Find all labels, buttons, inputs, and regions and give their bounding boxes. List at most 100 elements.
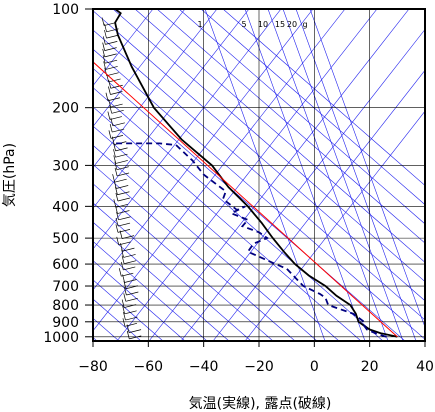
wind-barb-flag: [123, 280, 127, 289]
wind-barb: [108, 78, 121, 83]
wind-barb: [115, 153, 128, 158]
x-tick-label: 20: [361, 359, 379, 375]
wind-barb: [106, 72, 119, 77]
wind-barb: [125, 316, 138, 321]
wind-barb: [124, 279, 137, 283]
dry-adiabat-line: [112, 9, 425, 282]
dry-adiabat-line: [93, 260, 186, 341]
wind-barbs: [101, 17, 142, 340]
wind-barb: [125, 285, 138, 290]
y-tick-label: 100: [52, 2, 79, 18]
wind-barb: [117, 222, 131, 227]
wind-barb-flag: [102, 48, 106, 57]
mixing-ratio-labels: 1 5 10 15 20 g: [197, 20, 307, 29]
wind-barb: [112, 128, 125, 133]
wind-barb: [116, 185, 129, 189]
mixing-ratio-label: 10: [258, 20, 268, 29]
wind-barb: [125, 297, 138, 302]
mixing-ratio-label: 15: [275, 20, 285, 29]
wind-barb-flag: [105, 92, 109, 101]
moist-adiabat-line: [116, 9, 378, 341]
wind-barb-flag: [118, 268, 122, 277]
mixing-ratio-line: [282, 9, 404, 341]
moist-adiabat-line: [93, 9, 314, 291]
wind-barb-flag: [116, 211, 119, 220]
wind-barb-flag: [123, 311, 126, 321]
wind-barb: [103, 22, 117, 26]
wind-barb-flag: [126, 330, 130, 339]
wind-barb-flag: [109, 124, 113, 133]
wind-barb-flag: [121, 299, 125, 308]
wind-barb: [104, 53, 117, 58]
wind-barb: [117, 172, 130, 177]
wind-barb-flag: [116, 236, 120, 245]
wind-barb-flag: [123, 293, 127, 302]
dry-adiabat-line: [222, 9, 425, 186]
wind-barb-flag: [121, 249, 124, 258]
wind-barb-flag: [114, 161, 118, 170]
moist-adiabat-line: [93, 9, 250, 209]
wind-barb-flag: [113, 149, 116, 158]
wind-barb: [124, 310, 137, 315]
wind-barb-flag: [108, 80, 112, 89]
wind-barb-flag: [113, 155, 117, 164]
wind-barb-flag: [124, 286, 127, 296]
wind-barb: [124, 304, 137, 308]
wind-barb: [115, 160, 128, 164]
wind-barb-flag: [113, 180, 117, 189]
wind-barb-flag: [120, 243, 123, 252]
wind-barb: [121, 235, 135, 239]
wind-barb: [118, 216, 131, 221]
wind-barb-flag: [108, 130, 112, 139]
dry-adiabat-line: [93, 202, 252, 341]
wind-barb: [107, 97, 121, 102]
wind-barb-flag: [104, 23, 107, 32]
wind-barb: [117, 229, 131, 233]
mixing-ratio-line: [204, 9, 326, 341]
y-tick-label: 600: [52, 257, 79, 273]
wind-barb-flag: [114, 167, 118, 177]
y-tick-label: 900: [52, 315, 79, 331]
wind-barb: [104, 47, 117, 51]
x-tick-label: −80: [78, 359, 108, 375]
x-axis-ticks: −80 −60 −40 −20 0 20 40: [78, 341, 434, 375]
wind-barb-flag: [119, 230, 123, 239]
dry-adiabat-lines: [93, 9, 425, 341]
wind-barb-flag: [115, 218, 119, 227]
wind-barb-flag: [115, 224, 119, 233]
wind-barb: [124, 323, 138, 327]
moist-adiabat-line: [180, 28, 425, 341]
wind-barb-flag: [110, 117, 114, 126]
wind-barb-flag: [108, 98, 111, 108]
dry-adiabat-line: [93, 221, 230, 341]
mixing-ratio-label: 20: [287, 20, 297, 29]
dry-adiabat-line: [93, 164, 296, 341]
wind-barb: [111, 109, 124, 114]
y-tick-label: 800: [52, 298, 79, 314]
wind-barb: [117, 210, 130, 214]
dry-adiabat-line: [200, 9, 425, 206]
wind-barb: [109, 116, 122, 120]
wind-barb: [123, 266, 136, 271]
dry-adiabat-line: [93, 106, 362, 341]
wind-barb: [105, 41, 118, 45]
y-tick-label: 700: [52, 279, 79, 295]
moist-adiabat-line: [93, 9, 282, 250]
wind-barb-flag: [122, 305, 125, 314]
wind-barb: [115, 203, 128, 208]
wind-barb-flag: [106, 73, 109, 83]
wind-barb-flag: [121, 255, 125, 264]
moist-adiabat-line: [244, 110, 425, 341]
wind-barb: [123, 260, 137, 265]
wind-barb: [115, 147, 128, 152]
wind-barb: [122, 247, 135, 252]
wind-barb-flag: [102, 42, 105, 51]
wind-barb-flag: [115, 186, 118, 195]
mixing-ratio-label: 5: [241, 20, 246, 29]
wind-barb-flag: [102, 36, 106, 45]
wind-barb: [128, 329, 142, 333]
x-axis-label: 気温(実線), 露点(破線): [189, 396, 332, 412]
y-tick-label: 400: [52, 199, 79, 215]
series-lines: [93, 9, 398, 338]
